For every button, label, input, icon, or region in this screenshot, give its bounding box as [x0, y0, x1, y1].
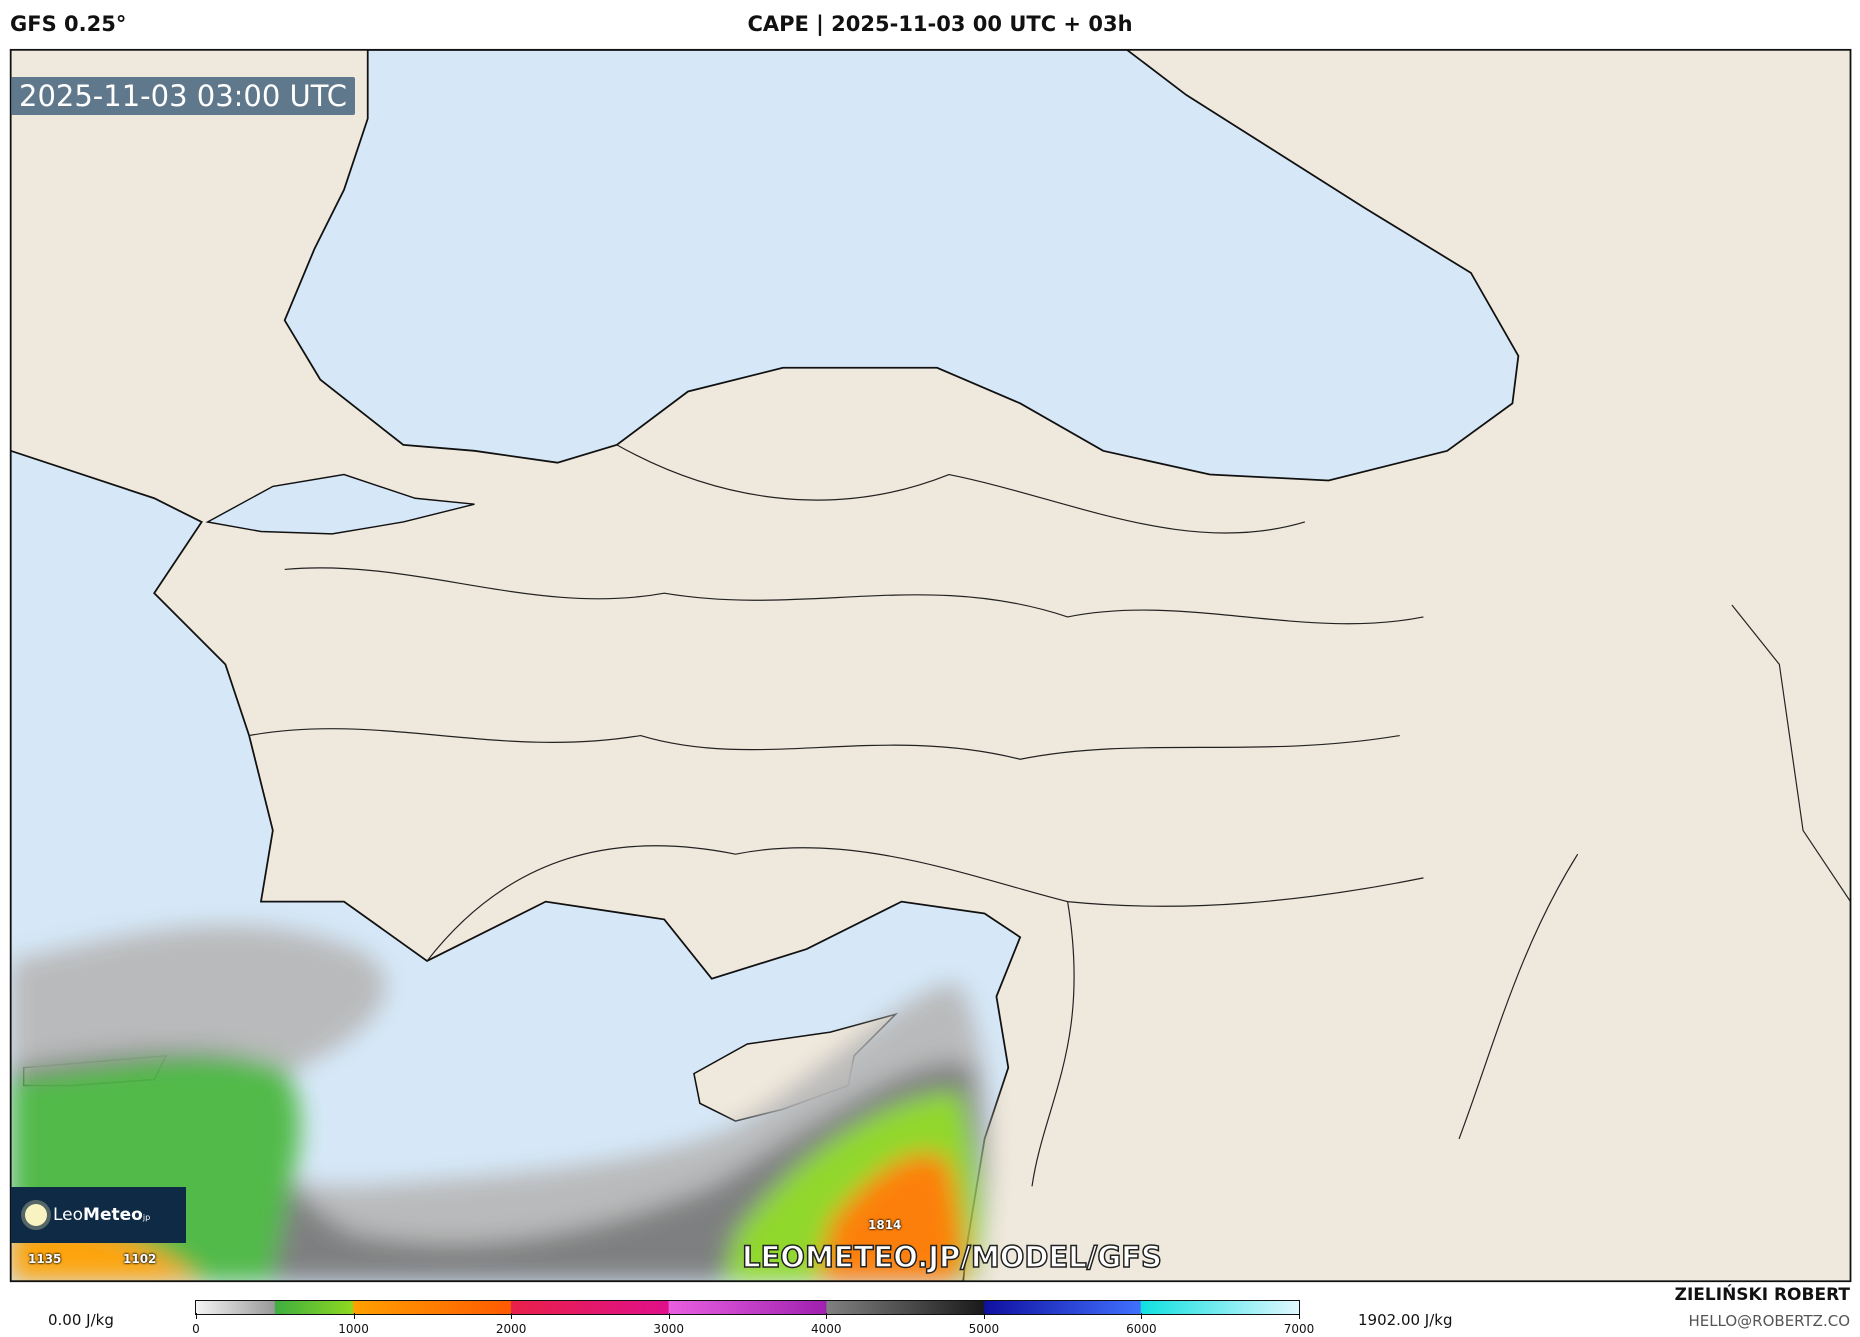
leometeo-logo: LeoMeteojp — [11, 1187, 186, 1243]
watermark: LEOMETEO.JP/MODEL/GFS — [741, 1239, 1162, 1275]
colorbar-tick-label: 1000 — [338, 1322, 369, 1336]
colorbar-tick-mark — [353, 1313, 355, 1319]
colorbar-tick-mark — [826, 1313, 828, 1319]
colorbar-tick-label: 7000 — [1283, 1322, 1315, 1336]
colorbar-tick-mark — [196, 1313, 197, 1319]
chart-title: CAPE | 2025-11-03 00 UTC + 03h — [747, 12, 1133, 36]
colorbar-tick-mark — [668, 1313, 670, 1319]
point-value: 1102 — [123, 1252, 157, 1266]
colorbar-max-label: 1902.00 J/kg — [1358, 1311, 1453, 1329]
point-value: 1135 — [28, 1252, 62, 1266]
colorbar-tick-label: 5000 — [968, 1322, 1000, 1336]
logo-text: LeoMeteojp — [53, 1205, 151, 1225]
point-value: 1814 — [868, 1218, 902, 1232]
colorbar — [195, 1300, 1300, 1315]
colorbar-tick-mark — [1141, 1313, 1143, 1319]
author-credit: ZIELIŃSKI ROBERT — [1674, 1285, 1850, 1305]
black-sea — [283, 49, 1520, 482]
colorbar-tick-mark — [511, 1313, 513, 1319]
colorbar-tick-mark — [983, 1313, 985, 1319]
author-email: HELLO@ROBERTZ.CO — [1688, 1312, 1850, 1330]
sun-icon — [25, 1204, 47, 1226]
colorbar-tick-label: 4000 — [811, 1322, 842, 1336]
borders — [249, 444, 1851, 1187]
colorbar-tick-label: 2000 — [495, 1322, 527, 1336]
colorbar-tick-mark — [1299, 1313, 1300, 1319]
sea-of-marmara — [205, 473, 475, 535]
colorbar-tick-label: 6000 — [1126, 1322, 1157, 1336]
model-label: GFS 0.25° — [10, 12, 127, 36]
colorbar-tick-label: 0 — [192, 1322, 200, 1336]
colorbar-tick-label: 3000 — [653, 1322, 684, 1336]
valid-time-label: 2025-11-03 03:00 UTC — [11, 77, 356, 115]
colorbar-min-label: 0.00 J/kg — [48, 1311, 114, 1329]
